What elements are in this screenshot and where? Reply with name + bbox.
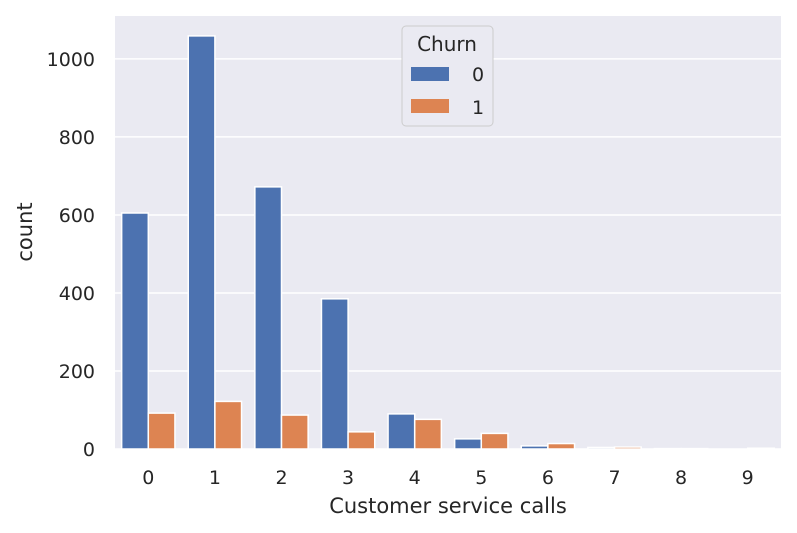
x-tick-label-8: 8 — [675, 467, 687, 489]
bar-calls-2-churn-1 — [280, 414, 309, 450]
bar-calls-0-churn-0 — [120, 212, 150, 450]
bars — [120, 35, 776, 450]
x-tick-label-1: 1 — [209, 467, 221, 489]
x-tick-label-7: 7 — [608, 467, 620, 489]
legend-swatch-churn-0 — [411, 67, 449, 81]
bar-calls-0-churn-1 — [147, 412, 176, 450]
y-tick-label-200: 200 — [59, 361, 95, 383]
y-tick-label-0: 0 — [83, 439, 95, 461]
y-axis-title: count — [13, 202, 37, 261]
x-tick-label-2: 2 — [275, 467, 287, 489]
x-tick-label-4: 4 — [409, 467, 421, 489]
bar-calls-2-churn-0 — [254, 186, 283, 450]
bar-calls-6-churn-1 — [547, 442, 576, 450]
y-tick-label-800: 800 — [59, 127, 95, 149]
legend-label-churn-1: 1 — [472, 97, 484, 119]
bar-calls-4-churn-1 — [413, 418, 443, 450]
bar-calls-9-churn-1 — [746, 447, 776, 450]
x-tick-label-0: 0 — [142, 467, 154, 489]
legend: Churn 0 1 — [401, 25, 494, 127]
x-tick-labels: 0 1 2 3 4 5 6 7 8 9 — [142, 467, 753, 489]
x-axis-title: Customer service calls — [329, 494, 567, 518]
bar-calls-1-churn-0 — [187, 35, 216, 450]
y-tick-label-400: 400 — [59, 283, 95, 305]
x-tick-label-9: 9 — [742, 467, 754, 489]
bar-calls-3-churn-0 — [320, 298, 349, 450]
bar-calls-1-churn-1 — [214, 400, 243, 450]
legend-title: Churn — [417, 32, 477, 56]
bar-calls-5-churn-0 — [453, 438, 483, 450]
y-tick-labels: 0 200 400 600 800 1000 — [47, 49, 95, 461]
x-tick-label-5: 5 — [475, 467, 487, 489]
legend-label-churn-0: 0 — [472, 64, 484, 86]
bar-calls-7-churn-0 — [587, 446, 616, 450]
y-tick-label-1000: 1000 — [47, 49, 95, 71]
bar-calls-7-churn-1 — [613, 446, 642, 450]
legend-swatch-churn-1 — [411, 99, 449, 113]
x-tick-label-6: 6 — [542, 467, 554, 489]
bar-calls-3-churn-1 — [347, 431, 376, 450]
bar-calls-4-churn-0 — [387, 413, 416, 450]
bar-calls-5-churn-1 — [480, 432, 509, 450]
y-tick-label-600: 600 — [59, 205, 95, 227]
x-tick-label-3: 3 — [342, 467, 354, 489]
bar-calls-6-churn-0 — [520, 445, 549, 450]
